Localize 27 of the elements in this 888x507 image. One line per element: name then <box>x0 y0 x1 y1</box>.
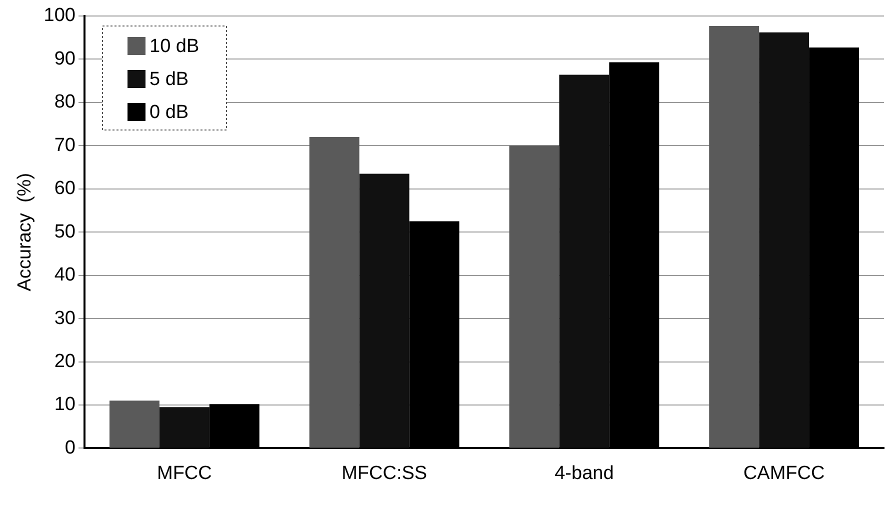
x-tick-label: MFCC:SS <box>342 462 428 484</box>
bar <box>309 137 360 448</box>
y-axis-title: Accuracy (%) <box>14 172 36 292</box>
x-tick-label: 4-band <box>554 462 614 484</box>
bar <box>159 407 210 448</box>
y-tick-label: 60 <box>54 178 76 200</box>
legend-label: 10 dB <box>150 36 200 58</box>
bar <box>109 400 160 448</box>
y-tick-label: 70 <box>54 134 76 156</box>
y-tick-label: 30 <box>54 308 76 329</box>
y-tick-label: 80 <box>54 92 76 113</box>
x-tick-label: CAMFCC <box>743 462 825 484</box>
bar <box>709 26 760 448</box>
bar <box>509 146 560 448</box>
bar <box>759 32 810 448</box>
y-tick-label: 20 <box>54 350 76 372</box>
bar <box>559 74 610 448</box>
y-tick-label: 0 <box>64 437 76 458</box>
bar <box>359 174 410 448</box>
y-tick-label: 50 <box>54 221 76 242</box>
y-tick-label: 100 <box>44 5 76 26</box>
x-tick-label: MFCC <box>156 462 212 484</box>
y-tick-label: 40 <box>54 264 76 286</box>
y-tick-label: 90 <box>54 48 76 70</box>
y-tick-label: 10 <box>54 394 76 416</box>
legend-label: 0 dB <box>150 102 189 124</box>
legend-label: 5 dB <box>150 69 189 90</box>
